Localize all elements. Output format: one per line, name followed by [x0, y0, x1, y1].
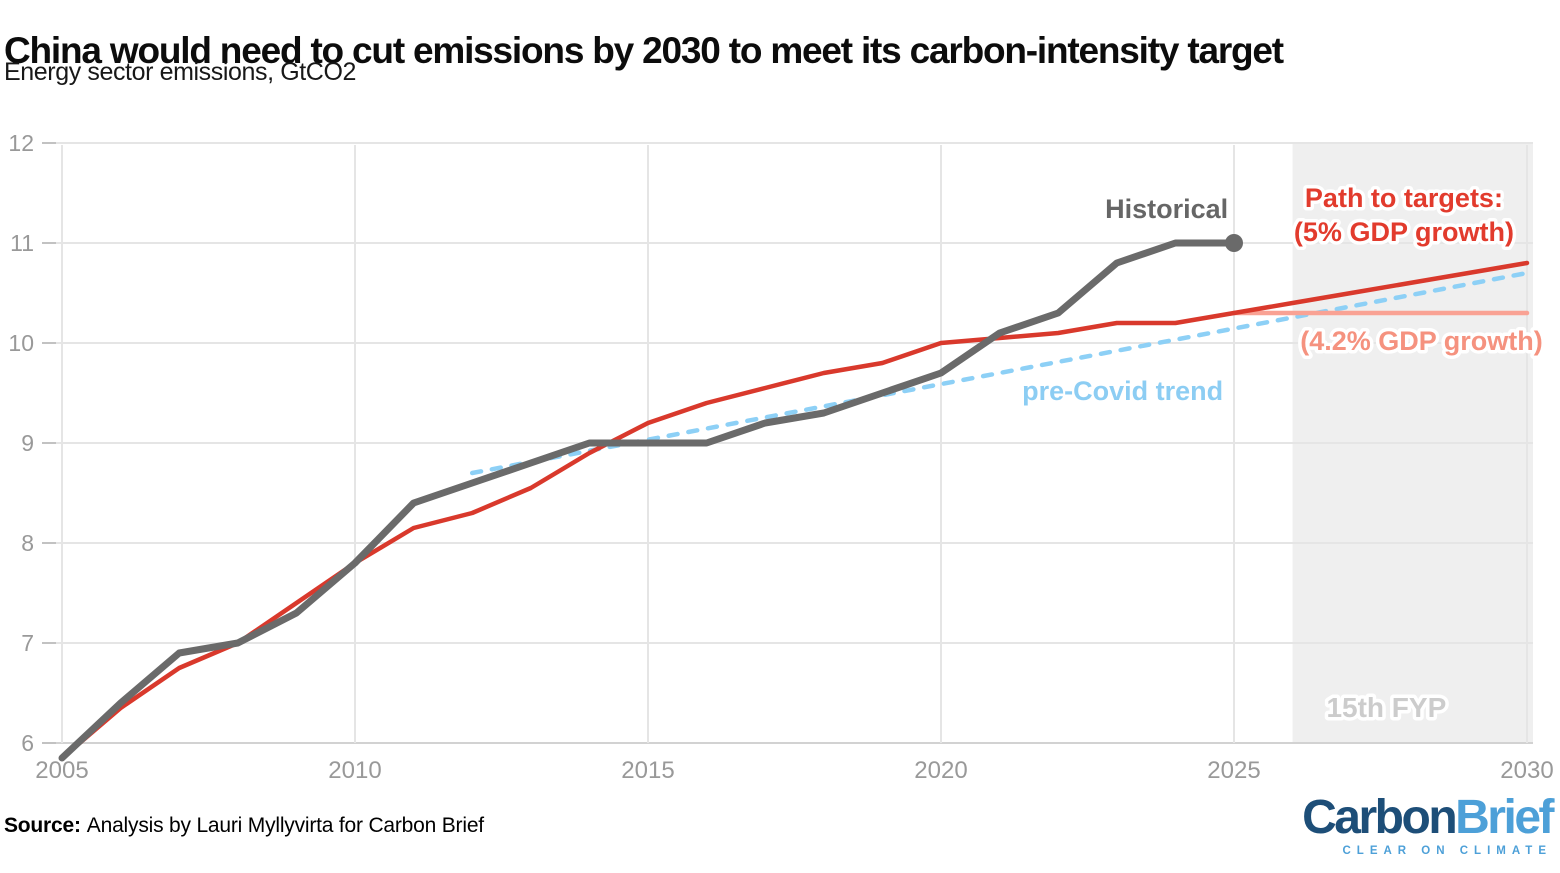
- y-tick-label-12: 12: [8, 130, 34, 156]
- x-tick-label-2020: 2020: [914, 757, 967, 784]
- series-line-historical: [58, 239, 1238, 762]
- historical-end-dot: [1225, 234, 1243, 252]
- annotation-path-4-2pct-label: (4.2% GDP growth): [1300, 326, 1543, 356]
- annotation-historical-label: Historical: [1105, 194, 1228, 224]
- y-tick-label-10: 10: [8, 330, 34, 356]
- x-tick-label-2010: 2010: [328, 757, 381, 784]
- y-tick-label-11: 11: [10, 230, 34, 256]
- x-tick-label-2005: 2005: [35, 757, 88, 784]
- page-title: China would need to cut emissions by 203…: [4, 29, 1284, 71]
- y-tick-label-9: 9: [21, 430, 34, 456]
- logo-tagline: CLEAR ON CLIMATE: [1342, 845, 1552, 857]
- y-tick-label-8: 8: [21, 530, 34, 556]
- carbonbrief-wordmark: CarbonBrief: [1302, 791, 1554, 844]
- annotation-path-5pct-label: Path to targets: (5% GDP growth): [1294, 183, 1514, 247]
- source-text: Analysis by Lauri Myllyvirta for Carbon …: [86, 814, 484, 837]
- source-line: Source: Analysis by Lauri Myllyvirta for …: [4, 814, 484, 838]
- carbonbrief-logo: CarbonBrief CLEAR ON CLIMATE: [1302, 791, 1554, 858]
- annotation-pre-covid-label: pre-Covid trend: [1022, 376, 1223, 406]
- page-subtitle: Energy sector emissions, GtCO2: [4, 58, 357, 86]
- x-tick-label-2015: 2015: [621, 757, 674, 784]
- series-line-path-5pct: [59, 260, 1530, 761]
- logo-carbon-text: Carbon: [1302, 791, 1458, 844]
- y-tick-label-6: 6: [21, 730, 34, 756]
- logo-brief-text: Brief: [1455, 791, 1554, 844]
- y-tick-label-7: 7: [21, 630, 34, 656]
- x-tick-label-2025: 2025: [1207, 757, 1260, 784]
- source-label: Source:: [4, 814, 81, 837]
- x-tick-label-2030: 2030: [1500, 757, 1553, 784]
- shaded-region-label: 15th FYP: [1326, 692, 1446, 723]
